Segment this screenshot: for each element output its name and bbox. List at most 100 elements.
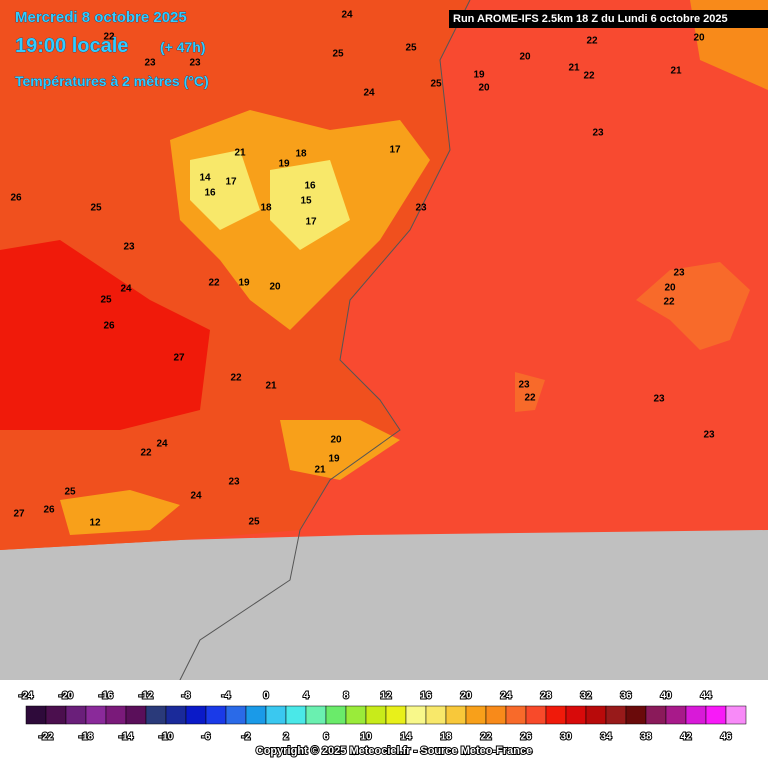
- legend-swatch: [285, 705, 307, 725]
- temperature-label: 24: [190, 491, 202, 502]
- legend-swatch: [145, 705, 167, 725]
- run-banner: [449, 10, 768, 28]
- legend-label: 10: [360, 732, 372, 743]
- temperature-label: 21: [568, 63, 580, 74]
- legend-label: 40: [660, 691, 672, 702]
- legend-swatch: [525, 705, 547, 725]
- temperature-label: 14: [199, 173, 211, 184]
- legend-swatch: [85, 705, 107, 725]
- legend-label: 4: [303, 691, 309, 702]
- temperature-label: 26: [43, 505, 55, 516]
- temperature-label: 22: [583, 71, 595, 82]
- legend-label: -2: [242, 732, 251, 743]
- legend-swatch: [265, 705, 287, 725]
- temperature-label: 26: [10, 193, 22, 204]
- temperature-label: 24: [156, 439, 168, 450]
- legend-swatch: [645, 705, 667, 725]
- legend-label: 8: [343, 691, 349, 702]
- out-of-domain: [0, 530, 768, 680]
- temperature-label: 27: [13, 509, 25, 520]
- legend-swatch: [25, 705, 47, 725]
- temperature-label: 21: [314, 465, 326, 476]
- legend-label: 24: [500, 691, 512, 702]
- temperature-label: 15: [300, 196, 312, 207]
- coastline: [169, 0, 471, 701]
- legend-label: 28: [540, 691, 552, 702]
- forecast-date: Mercredi 8 octobre 2025: [15, 9, 187, 26]
- temperature-label: 23: [189, 58, 201, 69]
- legend-swatch: [445, 705, 467, 725]
- temperature-label: 20: [330, 435, 342, 446]
- legend-swatch: [685, 705, 707, 725]
- legend-label: -24: [19, 691, 34, 702]
- warm-area: [0, 240, 210, 430]
- legend-swatch: [565, 705, 587, 725]
- legend-label: -20: [59, 691, 74, 702]
- temperature-label: 23: [592, 128, 604, 139]
- temperature-label: 17: [305, 217, 317, 228]
- temperature-label: 19: [328, 454, 340, 465]
- legend-label: -22: [39, 732, 54, 743]
- temperature-label: 24: [363, 88, 375, 99]
- temperature-label: 22: [140, 448, 152, 459]
- legend-label: 0: [263, 691, 269, 702]
- temperature-label: 23: [415, 203, 427, 214]
- temperature-label: 22: [230, 373, 242, 384]
- legend-swatch: [65, 705, 87, 725]
- temperature-label: 25: [430, 79, 442, 90]
- temperature-label: 22: [103, 32, 115, 43]
- temperature-label: 25: [90, 203, 102, 214]
- temperature-label: 20: [693, 33, 705, 44]
- temperature-label: 24: [341, 10, 353, 21]
- legend-label: 22: [480, 732, 492, 743]
- temperature-label: 19: [278, 159, 290, 170]
- temperature-label: 22: [524, 393, 536, 404]
- legend-swatch: [345, 705, 367, 725]
- legend-label: 30: [560, 732, 572, 743]
- temperature-label: 25: [100, 295, 112, 306]
- temperature-label: 23: [228, 477, 240, 488]
- temperature-label: 16: [204, 188, 216, 199]
- island: [515, 372, 545, 412]
- temperature-label: 24: [120, 284, 132, 295]
- temperature-label: 21: [234, 148, 246, 159]
- legend-label: 36: [620, 691, 632, 702]
- legend-swatch: [585, 705, 607, 725]
- temperature-label: 22: [586, 36, 598, 47]
- legend-swatch: [205, 705, 227, 725]
- temperature-label: 22: [663, 297, 675, 308]
- highlands: [280, 420, 400, 480]
- temperature-label: 16: [304, 181, 316, 192]
- temperature-label: 25: [248, 517, 260, 528]
- legend-label: 34: [600, 732, 612, 743]
- legend-swatch: [425, 705, 447, 725]
- legend-label: 14: [400, 732, 412, 743]
- temperature-label: 19: [473, 70, 485, 81]
- legend-swatch: [245, 705, 267, 725]
- legend-swatch: [105, 705, 127, 725]
- legend-swatch: [625, 705, 647, 725]
- temperature-label: 23: [653, 394, 665, 405]
- legend-swatch: [505, 705, 527, 725]
- forecast-time: 19:00 locale: [15, 35, 128, 57]
- legend-swatch: [125, 705, 147, 725]
- legend-swatch: [665, 705, 687, 725]
- legend-label: 38: [640, 732, 652, 743]
- temperature-label: 25: [405, 43, 417, 54]
- temperature-label: 26: [103, 321, 115, 332]
- temperature-label: 20: [664, 283, 676, 294]
- legend-swatch: [385, 705, 407, 725]
- legend-label: 46: [720, 732, 732, 743]
- island: [636, 262, 750, 350]
- legend-swatch: [605, 705, 627, 725]
- legend-swatch: [705, 705, 727, 725]
- lead-time: (+ 47h): [160, 39, 206, 55]
- peak-area: [270, 160, 350, 250]
- run-info: Run AROME-IFS 2.5km 18 Z du Lundi 6 octo…: [453, 13, 728, 25]
- temperature-label: 23: [123, 242, 135, 253]
- legend-label: -10: [159, 732, 174, 743]
- legend-label: -18: [79, 732, 94, 743]
- temperature-label: 18: [260, 203, 272, 214]
